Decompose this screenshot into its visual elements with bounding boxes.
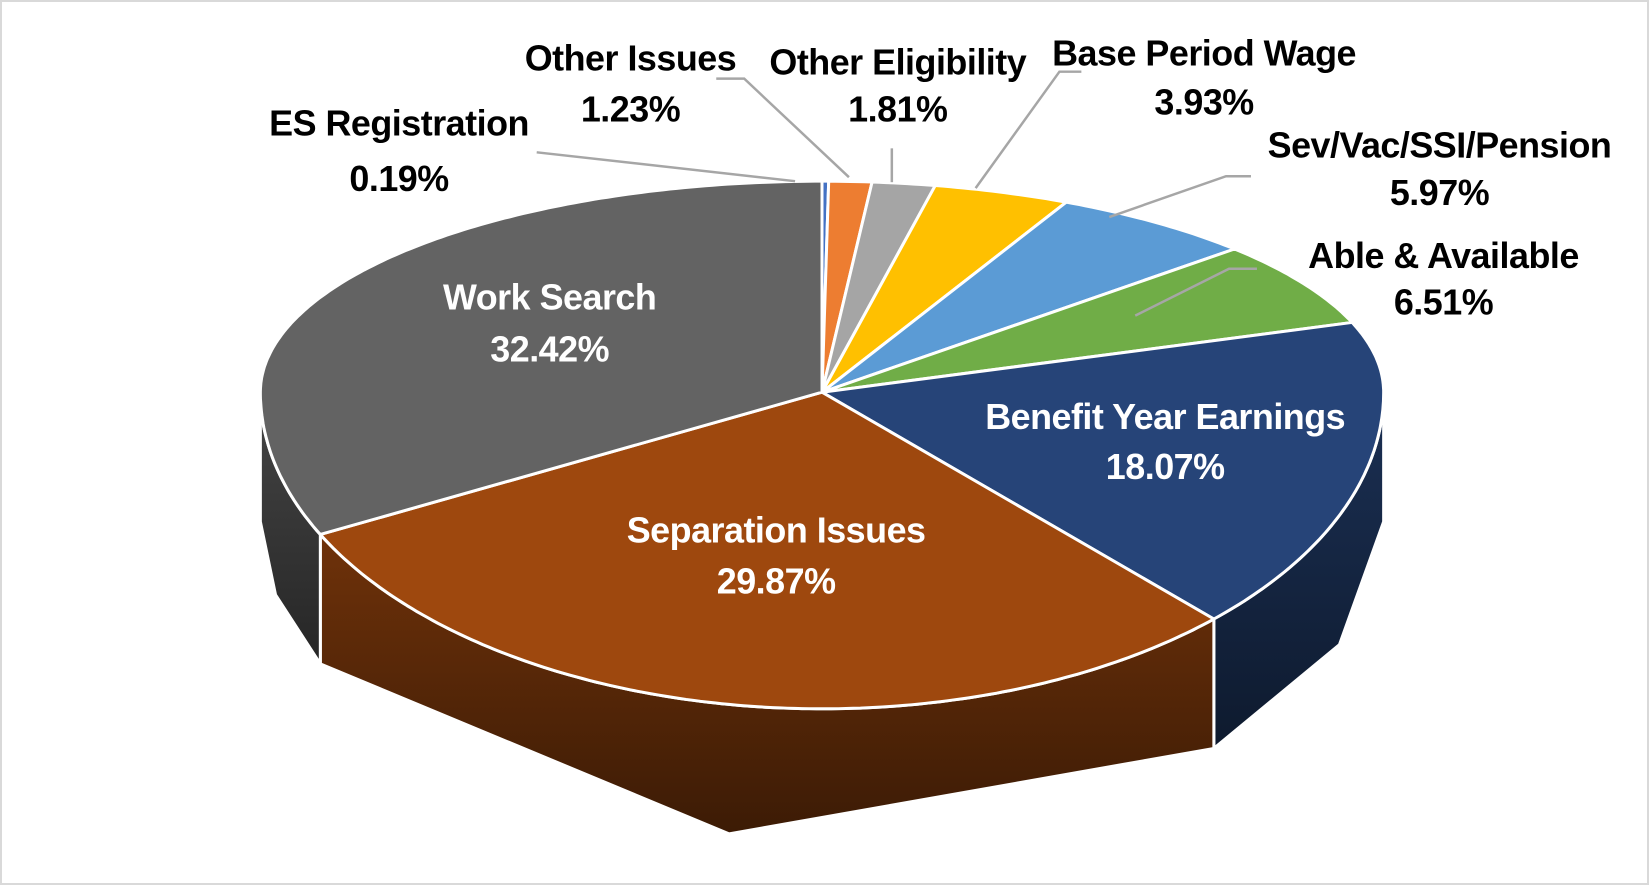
leader-line-es-registration: [536, 151, 796, 183]
pie-slice-benefit-year-earnings[interactable]: [820, 320, 1386, 621]
slice-label-sev-vac-ssi-pension: Sev/Vac/SSI/Pension: [1268, 125, 1612, 165]
pie-slice-work-search[interactable]: [258, 179, 824, 536]
slice-label-able-available: Able & Available: [1308, 236, 1579, 276]
slice-value-es-registration: 0.19%: [349, 159, 448, 199]
slice-value-other-issues: 1.23%: [581, 90, 680, 130]
slice-value-base-period-wage: 3.93%: [1154, 83, 1253, 123]
leader-line-other-issues: [716, 77, 850, 179]
slice-value-work-search: 32.42%: [490, 329, 609, 369]
slice-label-base-period-wage: Base Period Wage: [1052, 34, 1356, 74]
slice-value-benefit-year-earnings: 18.07%: [1106, 447, 1225, 487]
slice-label-other-eligibility: Other Eligibility: [769, 43, 1026, 83]
leader-line-able-available: [1134, 267, 1257, 317]
slice-label-separation-issues: Separation Issues: [627, 511, 926, 551]
leader-line-sev-vac-ssi-pension: [1108, 174, 1251, 219]
slice-value-able-available: 6.51%: [1394, 283, 1493, 323]
pie-slice-able-available[interactable]: [820, 247, 1354, 394]
slice-label-other-issues: Other Issues: [525, 39, 736, 79]
slice-value-other-eligibility: 1.81%: [848, 90, 947, 130]
pie-slice-sev-vac-ssi-pension[interactable]: [820, 200, 1236, 394]
slice-value-sev-vac-ssi-pension: 5.97%: [1390, 173, 1489, 213]
slice-label-benefit-year-earnings: Benefit Year Earnings: [985, 397, 1345, 437]
slice-value-separation-issues: 29.87%: [717, 561, 836, 601]
pie-slice-base-period-wage[interactable]: [820, 184, 1068, 394]
leader-line-base-period-wage: [974, 70, 1082, 189]
slice-label-work-search: Work Search: [443, 278, 656, 318]
slice-label-es-registration: ES Registration: [269, 103, 529, 143]
